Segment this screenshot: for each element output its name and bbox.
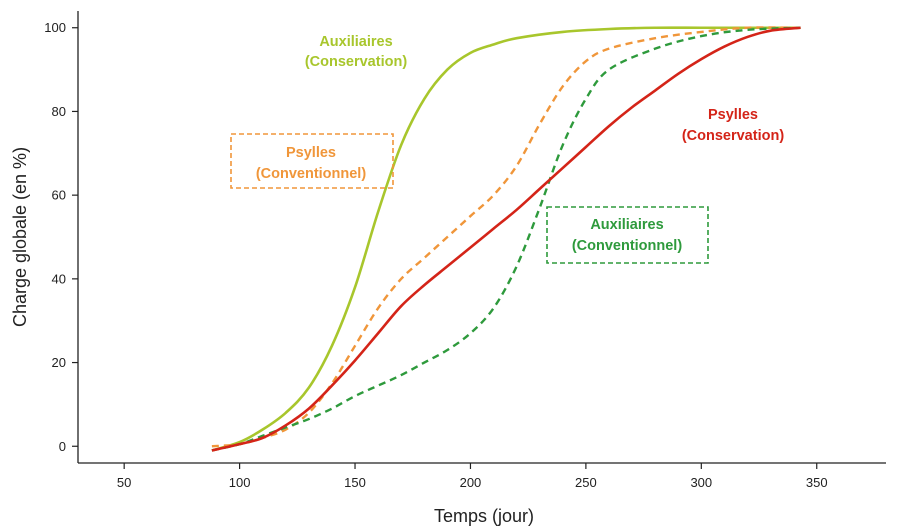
series-label-psy_cons: Psylles (Conservation) — [682, 107, 784, 144]
y-axis-title: Charge globale (en %) — [10, 147, 30, 327]
series-label-line1-psy_cons: Psylles — [708, 107, 758, 123]
axes — [77, 11, 886, 464]
x-tick-label-4: 250 — [575, 475, 597, 490]
series-label-line1-aux_cons: Auxiliaires — [319, 34, 392, 50]
x-tick-label-1: 100 — [229, 475, 251, 490]
series-line-aux_cons — [211, 26, 801, 452]
series-label-psy_conv: Psylles (Conventionnel) — [230, 133, 394, 189]
y-tick-label-1: 20 — [52, 355, 66, 370]
y-tick-label-0: 0 — [59, 439, 66, 454]
x-ticks: 50 100 150 200 250 300 350 — [117, 463, 828, 490]
y-tick-label-4: 80 — [52, 104, 66, 119]
series-label-box-psy_conv — [230, 133, 394, 189]
series-lines — [211, 26, 801, 452]
series-label-line2-aux_cons: (Conservation) — [305, 54, 407, 70]
x-tick-label-0: 50 — [117, 475, 131, 490]
x-tick-label-3: 200 — [460, 475, 482, 490]
series-label-line1-psy_conv: Psylles — [286, 145, 336, 161]
y-tick-label-5: 100 — [44, 20, 66, 35]
x-tick-label-6: 350 — [806, 475, 828, 490]
y-tick-label-3: 60 — [52, 188, 66, 203]
series-label-box-aux_conv — [546, 206, 709, 264]
x-tick-label-2: 150 — [344, 475, 366, 490]
series-label-line2-aux_conv: (Conventionnel) — [572, 238, 683, 254]
series-label-aux_cons: Auxiliaires (Conservation) — [305, 34, 407, 70]
y-ticks: 0 20 40 60 80 100 — [44, 20, 78, 454]
series-line-psy_cons — [211, 26, 801, 452]
y-tick-label-2: 40 — [52, 271, 66, 286]
series-line-psy_conv — [211, 26, 801, 448]
series-label-line1-aux_conv: Auxiliaires — [590, 217, 663, 233]
series-label-line2-psy_conv: (Conventionnel) — [256, 166, 367, 182]
x-axis-title: Temps (jour) — [434, 506, 534, 526]
series-line-aux_conv — [211, 26, 801, 452]
series-label-line2-psy_cons: (Conservation) — [682, 128, 784, 144]
series-labels: Auxiliaires (Conservation) Psylles (Convent… — [230, 34, 784, 264]
series-label-aux_conv: Auxiliaires (Conventionnel) — [546, 206, 709, 264]
x-tick-label-5: 300 — [690, 475, 712, 490]
